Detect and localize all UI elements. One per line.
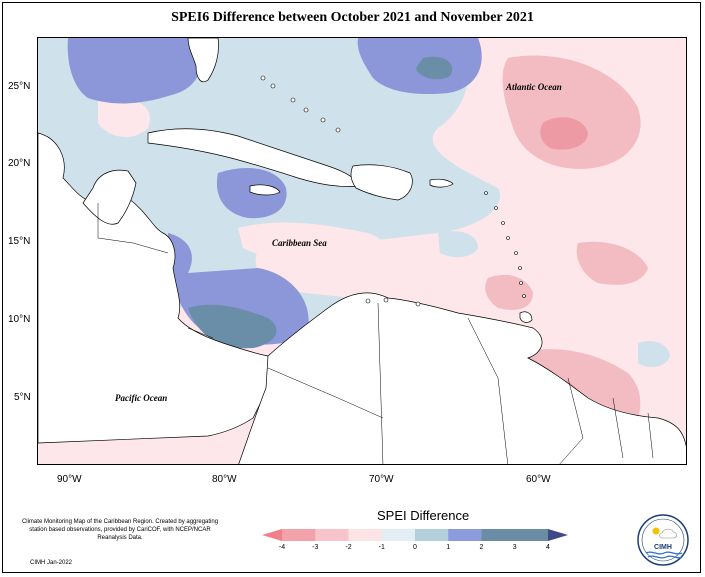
map-title: SPEI6 Difference between October 2021 an… bbox=[171, 10, 534, 25]
field-blue-jamaica bbox=[216, 168, 287, 219]
field-dark-blue-bahamas bbox=[416, 56, 453, 80]
lat-label-25n: 25°N bbox=[8, 81, 31, 92]
land-yucatan bbox=[82, 169, 137, 225]
land-florida bbox=[187, 38, 219, 83]
cimh-logo: CIMH bbox=[636, 513, 690, 567]
legend-arrow-low bbox=[262, 529, 282, 541]
label-atlantic-ocean: Atlantic Ocean bbox=[506, 82, 562, 92]
legend-tick-label: -2 bbox=[345, 544, 352, 551]
wave-icon bbox=[645, 551, 683, 555]
small-islands bbox=[260, 75, 526, 307]
field-pink-central bbox=[238, 222, 386, 269]
legend-tick-label: 1 bbox=[446, 544, 451, 551]
legend-tick-label: 0 bbox=[413, 544, 417, 551]
field-blue-florida bbox=[67, 38, 201, 104]
field-blue-east-small bbox=[638, 341, 670, 368]
lat-label-15n: 15°N bbox=[8, 236, 31, 247]
legend-cell bbox=[348, 529, 383, 541]
field-red-atlantic-core bbox=[540, 117, 588, 150]
land-trinidad bbox=[519, 311, 533, 323]
legend-arrow-high bbox=[548, 529, 568, 541]
legend-tick-label: 3 bbox=[512, 544, 517, 551]
lon-label-60w: 60°W bbox=[526, 474, 551, 485]
legend-cell bbox=[481, 529, 516, 541]
field-blue-east-small2 bbox=[438, 231, 478, 258]
legend-cell bbox=[415, 529, 449, 541]
lat-label-5n: 5°N bbox=[14, 392, 31, 403]
map-panel[interactable] bbox=[37, 37, 687, 465]
legend-cell bbox=[514, 529, 548, 541]
legend-title: SPEI Difference bbox=[377, 508, 470, 523]
legend-tick-label: -4 bbox=[278, 544, 286, 551]
credits-date: CIMH Jan-2022 bbox=[30, 560, 73, 566]
legend-cell bbox=[315, 529, 349, 541]
field-red-atlantic bbox=[502, 55, 641, 169]
logo-text: CIMH bbox=[654, 544, 672, 551]
spei-map bbox=[38, 38, 686, 464]
credits-text: Climate Monitoring Map of the Caribbean … bbox=[21, 519, 219, 541]
land-south-america bbox=[238, 292, 686, 464]
sun-icon bbox=[652, 527, 660, 535]
land-puerto-rico bbox=[429, 178, 454, 188]
legend-cell bbox=[448, 529, 482, 541]
legend-tick-label: -3 bbox=[312, 544, 319, 551]
lat-label-10n: 10°N bbox=[8, 314, 31, 325]
legend-tick-label: 4 bbox=[546, 544, 550, 551]
field-dark-blue-nicaragua bbox=[188, 304, 277, 349]
label-pacific-ocean: Pacific Ocean bbox=[115, 393, 168, 403]
country-borders bbox=[97, 203, 654, 464]
field-red-east bbox=[576, 241, 648, 285]
legend-tick-label: 2 bbox=[479, 544, 484, 551]
legend-cell bbox=[282, 529, 316, 541]
lon-label-80w: 80°W bbox=[212, 474, 237, 485]
legend-colorbar bbox=[262, 529, 568, 541]
legend-cell bbox=[381, 529, 416, 541]
lon-label-70w: 70°W bbox=[369, 474, 394, 485]
lon-label-90w: 90°W bbox=[57, 474, 82, 485]
legend-tick-label: -1 bbox=[378, 544, 385, 551]
logo-graphic bbox=[637, 514, 689, 566]
land-jamaica bbox=[249, 184, 281, 196]
land-hispaniola bbox=[350, 164, 413, 201]
field-pink-west bbox=[98, 96, 150, 138]
lat-label-20n: 20°N bbox=[8, 158, 31, 169]
label-caribbean-sea: Caribbean Sea bbox=[272, 238, 327, 248]
cloud-icon bbox=[659, 528, 677, 539]
